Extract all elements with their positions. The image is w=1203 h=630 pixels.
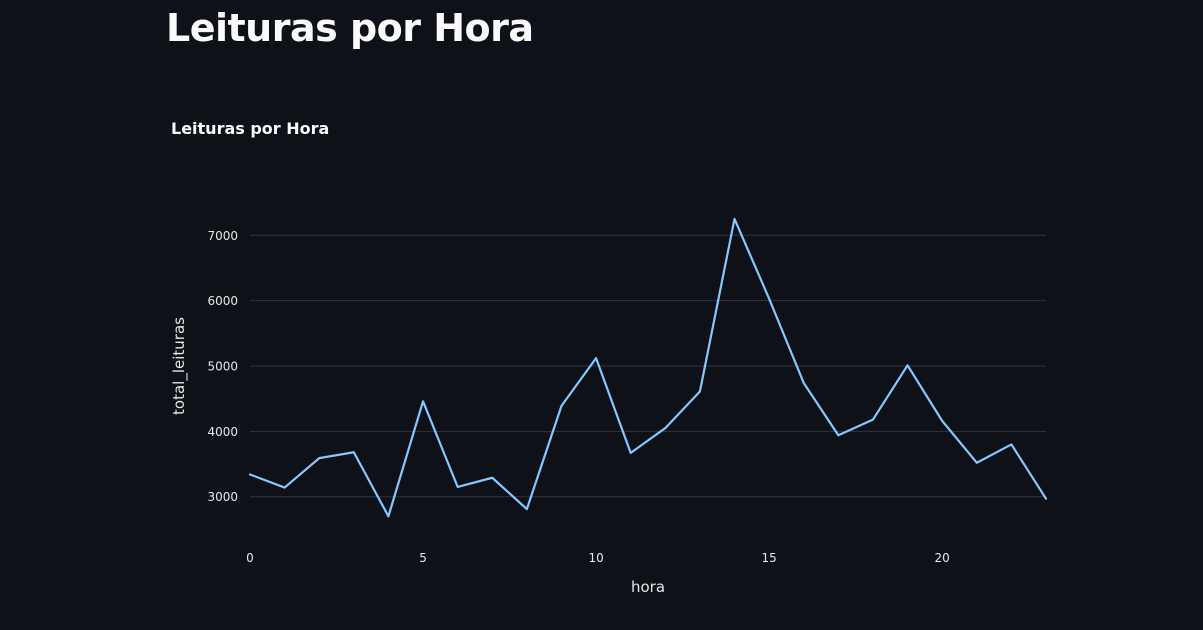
data-point[interactable] [1008,441,1014,447]
y-tick-label: 4000 [207,425,238,439]
data-point[interactable] [662,425,668,431]
data-point[interactable] [974,460,980,466]
data-point[interactable] [732,216,738,222]
x-tick-label: 15 [761,551,776,565]
y-axis-label: total_leituras [170,317,189,415]
data-point[interactable] [835,432,841,438]
x-axis-label: hora [631,578,665,596]
data-point[interactable] [593,355,599,361]
x-tick-label: 10 [588,551,603,565]
data-point[interactable] [351,449,357,455]
y-tick-label: 7000 [207,229,238,243]
chart-title: Leituras por Hora [171,119,329,138]
data-point[interactable] [628,450,634,456]
y-axis-ticks: 3000 4000 5000 6000 7000 [207,229,238,504]
data-point[interactable] [247,471,253,477]
data-point[interactable] [905,362,911,368]
data-point[interactable] [939,418,945,424]
x-tick-label: 0 [246,551,254,565]
y-tick-label: 6000 [207,294,238,308]
grid-lines [250,234,1046,498]
data-point[interactable] [489,475,495,481]
x-axis-ticks: 0 5 10 15 20 [246,551,950,565]
series-line-total-leituras[interactable] [248,217,1048,518]
y-tick-label: 5000 [207,359,238,373]
data-point[interactable] [1043,496,1049,502]
data-point[interactable] [524,506,530,512]
data-point[interactable] [316,455,322,461]
data-point[interactable] [801,380,807,386]
data-point[interactable] [558,403,564,409]
data-point[interactable] [455,484,461,490]
data-points [247,216,1049,519]
y-tick-label: 3000 [207,490,238,504]
data-point[interactable] [697,388,703,394]
page-title: Leituras por Hora [166,6,534,50]
x-tick-label: 5 [419,551,427,565]
data-point[interactable] [385,513,391,519]
data-point[interactable] [870,417,876,423]
x-tick-label: 20 [935,551,950,565]
data-point[interactable] [766,296,772,302]
data-point[interactable] [282,485,288,491]
data-point[interactable] [420,398,426,404]
